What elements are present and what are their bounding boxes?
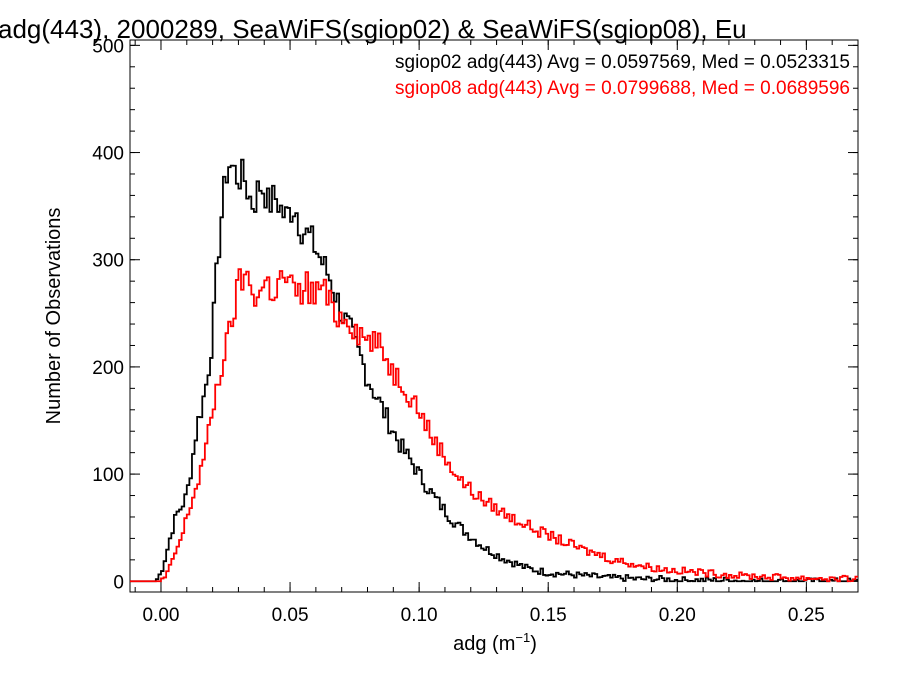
x-tick-label: 0.00 [142,605,179,626]
series-layer [130,158,858,583]
y-tick-label: 0 [113,572,124,593]
x-tick-label: 0.05 [272,605,309,626]
x-axis-label-superscript: −1 [515,630,530,645]
series-sgiop08-histogram [130,268,858,583]
legend-sgiop08: sgiop08 adg(443) Avg = 0.0799688, Med = … [395,78,850,99]
y-tick-label: 500 [92,36,124,57]
y-axis-ticks: 0 100 200 300 400 500 [92,36,858,593]
x-axis-ticks: 0.00 0.05 0.10 0.15 0.20 0.25 [134,40,859,626]
x-axis-label: adg (m−1) [453,630,537,655]
chart-title: adg(443), 2000289, SeaWiFS(sgiop02) & Se… [0,14,747,44]
x-tick-label: 0.25 [788,605,825,626]
x-axis-label-end: ) [530,633,537,655]
x-axis-label-main: adg (m [453,633,515,655]
y-tick-label: 200 [92,358,124,379]
y-tick-label: 300 [92,251,124,272]
series-sgiop02-histogram [130,158,858,583]
y-axis-label: Number of Observations [43,208,65,425]
y-tick-label: 400 [92,144,124,165]
plot-frame [129,39,859,593]
x-tick-label: 0.10 [401,605,438,626]
x-tick-label: 0.20 [659,605,696,626]
x-tick-label: 0.15 [530,605,567,626]
y-tick-label: 100 [92,465,124,486]
legend-sgiop02: sgiop02 adg(443) Avg = 0.0597569, Med = … [395,52,850,73]
